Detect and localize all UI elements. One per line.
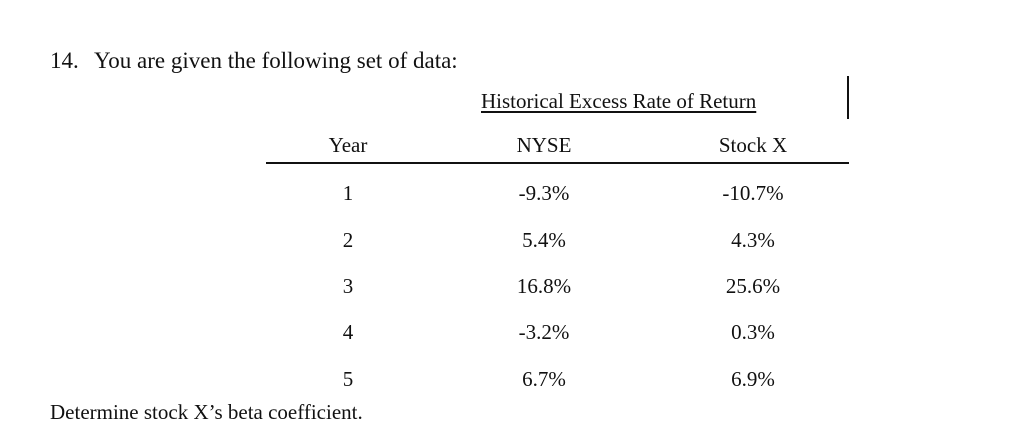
footer-instruction: Determine stock X’s beta coefficient. <box>50 400 363 424</box>
table-row: 5 6.7% 6.9% <box>0 367 1024 395</box>
stock-x-cell: -10.7% <box>722 181 784 205</box>
question-prompt: You are given the following set of data: <box>94 48 458 73</box>
table-row: 3 16.8% 25.6% <box>0 274 1024 302</box>
question-number: 14. <box>50 48 79 73</box>
column-header-nyse: NYSE <box>516 133 572 157</box>
text-cursor <box>847 76 849 119</box>
nyse-cell: 5.4% <box>522 228 566 252</box>
stock-x-cell: 4.3% <box>731 228 775 252</box>
year-cell: 3 <box>342 274 354 298</box>
nyse-cell: 16.8% <box>516 274 572 298</box>
column-header-year: Year <box>328 133 368 157</box>
table-row: 1 -9.3% -10.7% <box>0 181 1024 209</box>
year-cell: 1 <box>342 181 354 205</box>
column-header-stock-x: Stock X <box>718 133 788 157</box>
year-cell: 4 <box>342 320 354 344</box>
table-row: 2 5.4% 4.3% <box>0 228 1024 256</box>
table-group-header: Historical Excess Rate of Return <box>481 89 757 113</box>
nyse-cell: -9.3% <box>518 181 570 205</box>
year-cell: 2 <box>342 228 354 252</box>
question-line: 14. You are given the following set of da… <box>50 48 458 74</box>
stock-x-cell: 25.6% <box>725 274 781 298</box>
table-row: 4 -3.2% 0.3% <box>0 320 1024 348</box>
year-cell: 5 <box>342 367 354 391</box>
stock-x-cell: 0.3% <box>731 320 775 344</box>
nyse-cell: -3.2% <box>518 320 570 344</box>
nyse-cell: 6.7% <box>522 367 566 391</box>
header-rule <box>266 162 849 164</box>
stock-x-cell: 6.9% <box>731 367 775 391</box>
